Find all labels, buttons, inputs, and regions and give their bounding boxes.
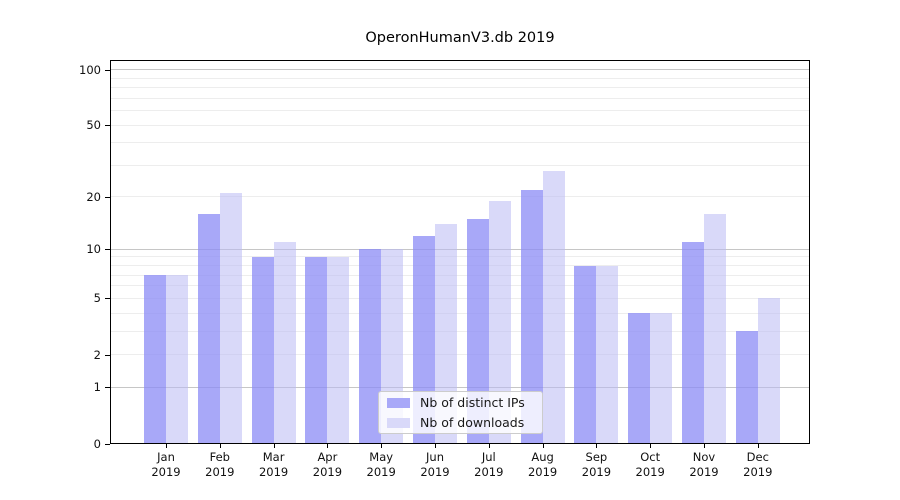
x-tick-mark	[596, 444, 598, 448]
x-tick-mark	[381, 444, 383, 448]
legend-swatch-downloads	[387, 417, 410, 428]
y-tick-mark	[105, 69, 110, 71]
gridline-major	[110, 386, 810, 388]
x-tick-label: Sep 2019	[581, 450, 612, 479]
bar-nb-of-downloads-feb	[219, 193, 242, 444]
bar-nb-of-distinct-ips-aug	[520, 189, 543, 444]
bar-nb-of-distinct-ips-mar	[251, 256, 274, 444]
x-tick-mark	[757, 444, 759, 448]
x-tick-label: Mar 2019	[258, 450, 289, 479]
y-tick-label: 5	[93, 291, 101, 306]
bar-nb-of-downloads-oct	[650, 313, 673, 444]
x-tick-label: Jul 2019	[474, 450, 504, 479]
y-tick-label: 100	[79, 62, 101, 77]
y-tick-mark	[105, 125, 110, 127]
x-tick-mark	[219, 444, 221, 448]
gridline-minor	[110, 77, 810, 79]
y-tick-label: 0	[93, 436, 101, 451]
bar-nb-of-downloads-mar	[273, 242, 296, 444]
legend: Nb of distinct IPs Nb of downloads	[378, 391, 543, 434]
gridline-minor	[110, 164, 810, 166]
y-tick-label: 50	[86, 118, 101, 133]
x-tick-mark	[327, 444, 329, 448]
bar-nb-of-downloads-jul	[488, 200, 511, 444]
bar-nb-of-distinct-ips-nov	[682, 242, 704, 444]
gridline-major	[110, 69, 810, 71]
bar-nb-of-downloads-jun	[435, 224, 457, 444]
plot-area: Nb of distinct IPs Nb of downloads	[110, 60, 810, 444]
bar-nb-of-distinct-ips-apr	[305, 256, 328, 444]
x-tick-label: Jun 2019	[420, 450, 450, 479]
x-tick-mark	[166, 444, 167, 448]
x-tick-label: Apr 2019	[312, 450, 343, 479]
bar-nb-of-distinct-ips-may	[359, 249, 382, 444]
x-tick-label: Dec 2019	[743, 450, 773, 479]
gridline-minor	[110, 256, 810, 258]
bar-nb-of-distinct-ips-feb	[197, 214, 220, 444]
x-tick-mark	[488, 444, 490, 448]
gridline-minor	[110, 87, 810, 89]
gridline-minor	[110, 312, 810, 314]
gridline-minor	[110, 297, 810, 299]
gridline-minor	[110, 274, 810, 276]
x-tick-mark	[435, 444, 436, 448]
y-tick-mark	[105, 387, 110, 389]
gridline-minor	[110, 265, 810, 267]
y-tick-label: 10	[86, 242, 101, 257]
x-tick-label: Jan 2019	[151, 450, 181, 479]
y-tick-label: 2	[93, 347, 101, 362]
x-tick-label: Oct 2019	[635, 450, 665, 479]
bar-nb-of-downloads-dec	[757, 298, 780, 444]
x-tick-label: May 2019	[366, 450, 396, 479]
legend-row-distinct-ips: Nb of distinct IPs	[387, 395, 534, 410]
gridline-minor	[110, 124, 810, 126]
gridline-minor	[110, 285, 810, 287]
bar-nb-of-downloads-nov	[704, 214, 726, 444]
y-tick-mark	[105, 249, 110, 251]
y-tick-mark	[105, 354, 110, 356]
x-tick-mark	[273, 444, 275, 448]
x-tick-mark	[542, 444, 544, 448]
legend-label-distinct-ips: Nb of distinct IPs	[420, 395, 525, 410]
legend-label-downloads: Nb of downloads	[420, 415, 525, 430]
gridline-minor	[110, 97, 810, 99]
bar-nb-of-distinct-ips-jul	[466, 218, 489, 444]
gridline-minor	[110, 354, 810, 355]
x-tick-label: Feb 2019	[205, 450, 235, 479]
x-tick-label: Aug 2019	[527, 450, 558, 479]
bar-nb-of-downloads-sep	[596, 265, 619, 444]
legend-row-downloads: Nb of downloads	[387, 415, 534, 430]
y-tick-mark	[105, 443, 110, 445]
bar-nb-of-downloads-apr	[327, 256, 350, 444]
bar-nb-of-distinct-ips-dec	[735, 331, 758, 444]
gridline-minor	[110, 330, 810, 332]
legend-swatch-distinct-ips	[387, 397, 410, 408]
x-tick-label: Nov 2019	[689, 450, 719, 479]
gridline-minor	[110, 196, 810, 198]
y-tick-mark	[105, 196, 110, 198]
bar-nb-of-distinct-ips-oct	[628, 313, 651, 444]
bar-nb-of-distinct-ips-sep	[574, 265, 597, 444]
gridline-minor	[110, 142, 810, 144]
y-tick-label: 1	[93, 380, 101, 395]
gridline-major	[110, 248, 810, 250]
chart-title: OperonHumanV3.db 2019	[365, 30, 555, 46]
bar-nb-of-downloads-aug	[542, 170, 565, 444]
y-tick-mark	[105, 298, 110, 300]
gridline-minor	[110, 110, 810, 112]
x-tick-mark	[650, 444, 652, 448]
bar-nb-of-distinct-ips-jan	[144, 275, 166, 444]
x-tick-mark	[704, 444, 705, 448]
bar-nb-of-downloads-jan	[166, 275, 188, 444]
y-tick-label: 20	[86, 189, 101, 204]
